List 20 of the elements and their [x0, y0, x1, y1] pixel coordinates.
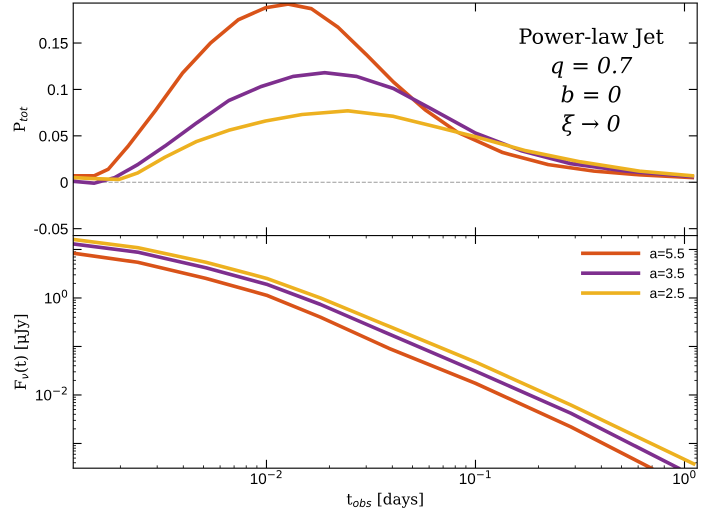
y-tick-label: 0.15 [39, 38, 68, 49]
x-tick-label: 10$^{−1}$ [460, 470, 491, 484]
annotation: b = 0 [562, 85, 621, 103]
annotation: ξ → 0 [562, 114, 620, 136]
y-tick-label: 0.1 [48, 84, 68, 96]
y-tick-label: 10$^{0}$ [45, 290, 68, 304]
annotation: q = 0.7 [552, 56, 632, 78]
x-axis-title: t$_{obs}$ [days] [346, 492, 423, 508]
y-tick-label: 10$^{−2}$ [36, 386, 67, 401]
y-axis-title: F$_{ν}$(t) [μJy] [14, 314, 30, 390]
legend-label: a=2.5 [650, 288, 684, 298]
y-tick-label: 0.05 [39, 130, 68, 142]
y-tick-label: 0 [60, 177, 68, 188]
y-tick-label: -0.05 [34, 224, 68, 234]
legend-label: a=5.5 [650, 248, 684, 258]
x-tick-label: 10$^{0}$ [673, 470, 696, 484]
annotation: Power-law Jet [520, 28, 664, 48]
y-axis-title: P$_{tot}$ [14, 106, 28, 132]
x-tick-label: 10$^{−2}$ [250, 470, 282, 484]
legend-label: a=3.5 [650, 268, 684, 278]
